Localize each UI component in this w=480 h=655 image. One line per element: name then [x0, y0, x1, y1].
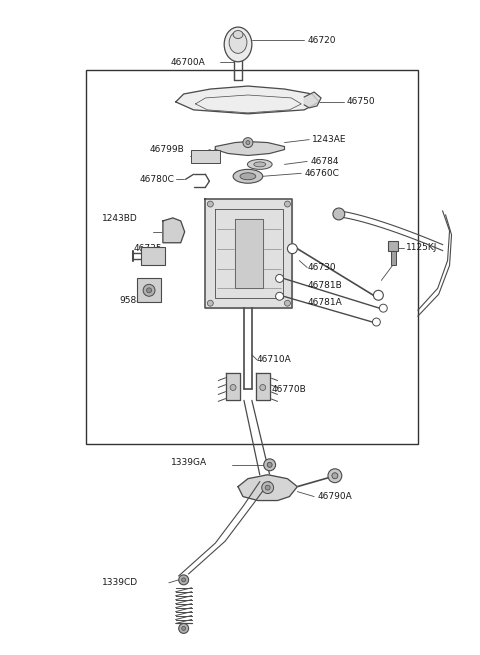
Text: 46781A: 46781A [307, 298, 342, 307]
Circle shape [179, 624, 189, 633]
Circle shape [230, 384, 236, 390]
Circle shape [333, 208, 345, 220]
Ellipse shape [224, 27, 252, 62]
Text: 46784: 46784 [310, 157, 339, 166]
Ellipse shape [254, 162, 266, 167]
Text: 1339CD: 1339CD [102, 578, 138, 588]
Text: 46780C: 46780C [139, 175, 174, 184]
Polygon shape [226, 373, 240, 400]
Circle shape [276, 274, 284, 282]
Polygon shape [176, 86, 319, 114]
Bar [388, 241, 398, 251]
Circle shape [328, 469, 342, 483]
Ellipse shape [233, 31, 243, 39]
Circle shape [265, 485, 270, 490]
Circle shape [332, 473, 338, 479]
Polygon shape [238, 475, 297, 500]
Bar [391, 251, 396, 265]
Ellipse shape [233, 170, 263, 183]
Text: 46750: 46750 [347, 98, 375, 106]
Text: 46735: 46735 [133, 244, 162, 253]
Bar [137, 278, 161, 302]
Text: 46799B: 46799B [149, 145, 184, 154]
Circle shape [262, 481, 274, 494]
Polygon shape [256, 373, 270, 400]
Circle shape [372, 318, 380, 326]
Polygon shape [235, 219, 263, 288]
Text: 46781B: 46781B [307, 281, 342, 290]
Circle shape [288, 244, 297, 253]
Bar [191, 149, 220, 163]
Circle shape [207, 201, 213, 207]
Text: 95840: 95840 [120, 296, 148, 305]
Text: 46790A: 46790A [317, 492, 352, 501]
Polygon shape [163, 218, 185, 243]
Polygon shape [216, 141, 285, 155]
Bar [86, 70, 418, 444]
Circle shape [246, 141, 250, 145]
Circle shape [373, 290, 384, 300]
Text: 46700A: 46700A [171, 58, 205, 67]
Text: 1339GA: 1339GA [171, 458, 207, 467]
Circle shape [146, 288, 152, 293]
Text: 46730: 46730 [307, 263, 336, 272]
Circle shape [207, 300, 213, 306]
Ellipse shape [229, 31, 247, 53]
Circle shape [143, 284, 155, 296]
Circle shape [243, 138, 253, 147]
Circle shape [264, 459, 276, 471]
Circle shape [379, 304, 387, 312]
Text: 46710A: 46710A [257, 355, 291, 364]
Polygon shape [304, 92, 321, 108]
Text: 1243AE: 1243AE [312, 135, 347, 144]
Text: 1125KJ: 1125KJ [406, 243, 437, 252]
Text: 46760C: 46760C [304, 169, 339, 178]
Ellipse shape [247, 159, 272, 170]
Text: 1243BD: 1243BD [102, 214, 137, 223]
Circle shape [267, 462, 272, 467]
Circle shape [276, 292, 284, 300]
Text: 46770B: 46770B [272, 385, 306, 394]
Circle shape [285, 201, 290, 207]
Circle shape [260, 384, 266, 390]
Circle shape [285, 300, 290, 306]
Circle shape [179, 575, 189, 585]
Circle shape [182, 578, 186, 582]
Bar [141, 247, 165, 265]
Circle shape [182, 626, 186, 630]
Text: 46720: 46720 [307, 36, 336, 45]
Polygon shape [205, 199, 292, 308]
Ellipse shape [240, 173, 256, 179]
